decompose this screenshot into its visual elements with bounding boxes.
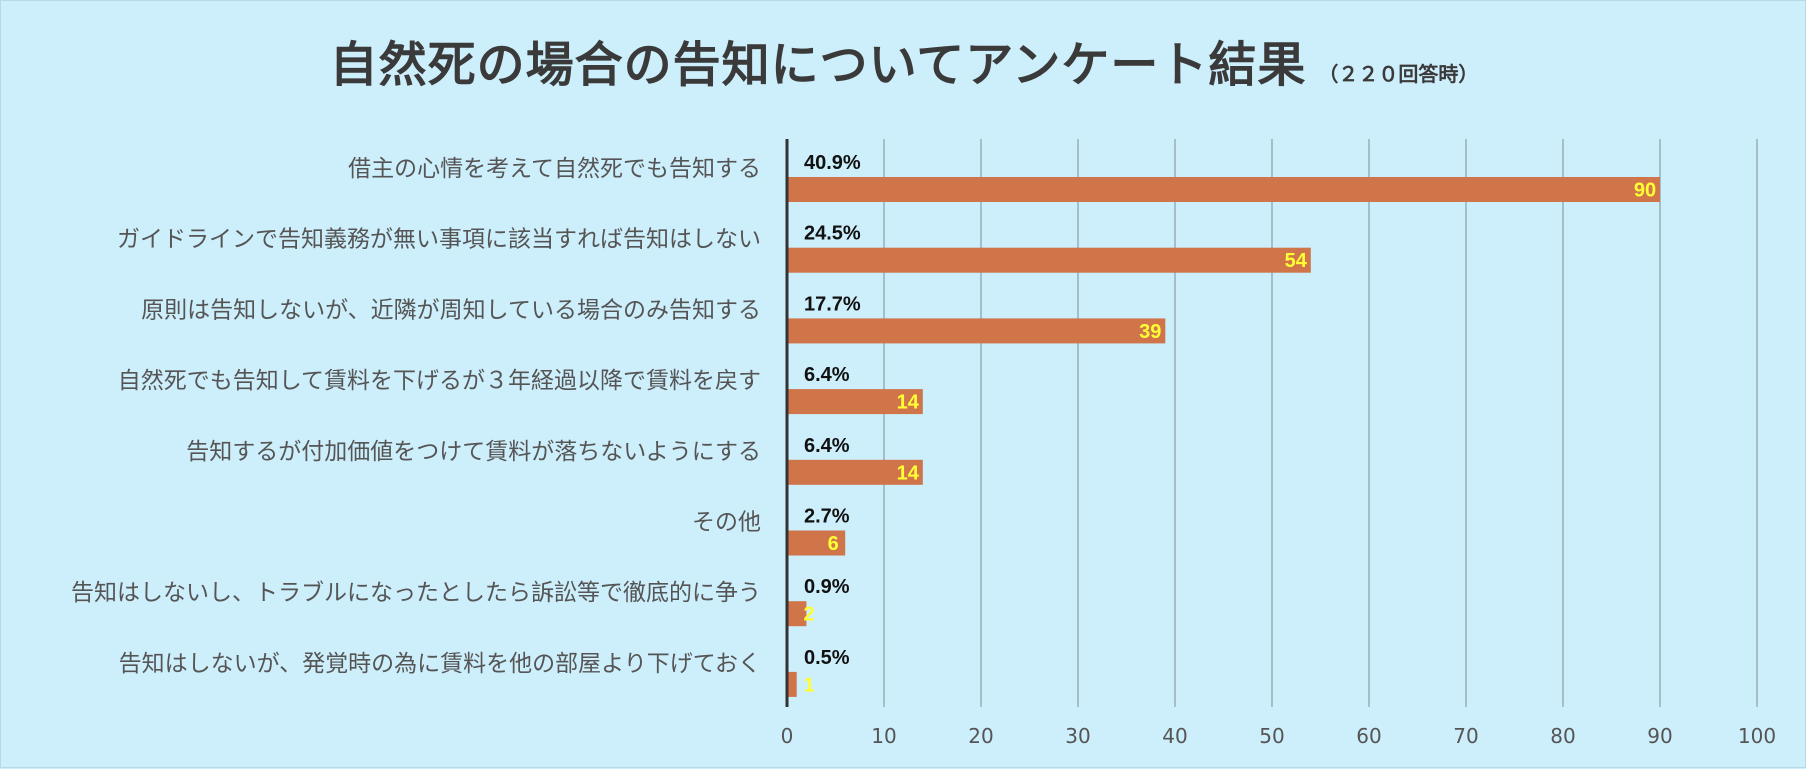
- percent-label: 0.5%: [804, 647, 850, 669]
- category-label: 借主の心情を考えて自然死でも告知する: [348, 156, 761, 182]
- x-tick-label-80: 80: [1550, 724, 1575, 748]
- value-label: 6: [828, 533, 839, 555]
- value-label: 14: [897, 392, 920, 414]
- category-label: 告知はしないし、トラブルになったとしたら訴訟等で徹底的に争う: [71, 580, 761, 606]
- category-label: その他: [692, 510, 761, 536]
- category-label: ガイドラインで告知義務が無い事項に該当すれば告知はしない: [117, 227, 761, 253]
- x-tick-label-0: 0: [781, 724, 794, 748]
- value-label: 14: [897, 462, 920, 484]
- category-label: 告知するが付加価値をつけて賃料が落ちないようにする: [186, 439, 761, 465]
- x-tick-label-20: 20: [968, 724, 993, 748]
- bar: [787, 601, 807, 627]
- bar: [787, 318, 1166, 344]
- value-label: 2: [803, 604, 814, 626]
- percent-label: 6.4%: [804, 435, 850, 457]
- value-label: 54: [1285, 250, 1308, 272]
- percent-label: 0.9%: [804, 576, 850, 598]
- percent-label: 6.4%: [804, 364, 850, 386]
- value-label: 1: [803, 674, 814, 696]
- percent-label: 24.5%: [804, 223, 861, 245]
- bar: [787, 177, 1660, 202]
- x-tick-label-30: 30: [1065, 724, 1090, 748]
- bar: [787, 459, 923, 485]
- x-tick-label-90: 90: [1647, 724, 1672, 748]
- bar: [787, 389, 923, 415]
- bar: [787, 247, 1311, 273]
- percent-label: 17.7%: [804, 293, 861, 315]
- value-label: 90: [1634, 180, 1656, 202]
- percent-label: 2.7%: [804, 506, 850, 528]
- category-label: 告知はしないが、発覚時の為に賃料を他の部屋より下げておく: [119, 651, 761, 677]
- x-tick-label-40: 40: [1162, 724, 1187, 748]
- x-tick-label-50: 50: [1259, 724, 1284, 748]
- value-label: 39: [1139, 321, 1161, 343]
- chart-title: 自然死の場合の告知についてアンケート結果: [329, 37, 1307, 93]
- chart-subtitle: （２２０回答時）: [1318, 62, 1479, 86]
- x-tick-label-100: 100: [1738, 724, 1776, 748]
- x-tick-label-10: 10: [871, 724, 896, 748]
- percent-label: 40.9%: [804, 152, 861, 174]
- bar: [787, 530, 846, 556]
- chart-title-row: 自然死の場合の告知についてアンケート結果 （２２０回答時）: [1, 25, 1806, 95]
- bar: [787, 671, 797, 697]
- category-label: 自然死でも告知して賃料を下げるが３年経過以降で賃料を戻す: [118, 368, 761, 394]
- category-label: 原則は告知しないが、近隣が周知している場合のみ告知する: [141, 297, 761, 323]
- x-tick-label-60: 60: [1356, 724, 1381, 748]
- x-tick-label-70: 70: [1453, 724, 1478, 748]
